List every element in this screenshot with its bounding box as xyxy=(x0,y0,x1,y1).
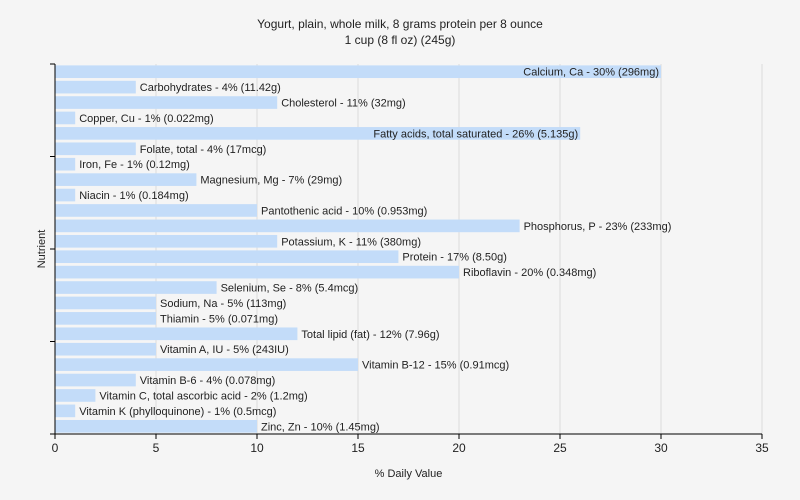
bar xyxy=(55,65,661,79)
x-tick-label: 0 xyxy=(52,441,59,455)
x-tick-label: 5 xyxy=(153,441,160,455)
chart-subtitle: 1 cup (8 fl oz) (245g) xyxy=(344,33,456,47)
bar-label: Vitamin C, total ascorbic acid - 2% (1.2… xyxy=(99,390,307,402)
bar-label: Total lipid (fat) - 12% (7.96g) xyxy=(301,329,439,341)
bar-label: Zinc, Zn - 10% (1.45mg) xyxy=(261,421,380,433)
bar-label: Vitamin B-12 - 15% (0.91mcg) xyxy=(362,360,509,372)
bar-label: Fatty acids, total saturated - 26% (5.13… xyxy=(373,128,578,140)
bar-label: Phosphorus, P - 23% (233mg) xyxy=(524,221,672,233)
x-tick-label: 15 xyxy=(351,441,365,455)
bar-label: Riboflavin - 20% (0.348mg) xyxy=(463,267,596,279)
x-tick-label: 25 xyxy=(553,441,567,455)
bar xyxy=(55,173,197,186)
x-tick-label: 20 xyxy=(452,441,466,455)
bar xyxy=(55,204,257,217)
bar xyxy=(55,265,459,279)
bar-label: Iron, Fe - 1% (0.12mg) xyxy=(79,159,190,171)
bar-label: Calcium, Ca - 30% (296mg) xyxy=(523,67,659,79)
bar-label: Thiamin - 5% (0.071mg) xyxy=(160,313,278,325)
bar xyxy=(55,389,96,402)
bar-label: Potassium, K - 11% (380mg) xyxy=(281,236,421,248)
bar-label: Vitamin B-6 - 4% (0.078mg) xyxy=(140,375,276,387)
bar xyxy=(55,188,76,202)
bar xyxy=(55,157,76,171)
bar xyxy=(55,296,156,310)
bar xyxy=(55,312,156,325)
bar xyxy=(55,142,136,156)
bar xyxy=(55,281,217,294)
bar xyxy=(55,327,298,341)
bar-label: Protein - 17% (8.50g) xyxy=(402,252,507,264)
bar xyxy=(55,419,257,433)
bar-label: Vitamin A, IU - 5% (243IU) xyxy=(160,344,289,356)
bar xyxy=(55,219,520,233)
bar-label: Selenium, Se - 8% (5.4mcg) xyxy=(221,283,359,295)
bar-label: Magnesium, Mg - 7% (29mg) xyxy=(200,175,342,187)
bar xyxy=(55,111,76,125)
x-axis-title: % Daily Value xyxy=(375,468,443,480)
bar xyxy=(55,127,581,140)
bar-label: Cholesterol - 11% (32mg) xyxy=(281,98,406,110)
bar-label: Niacin - 1% (0.184mg) xyxy=(79,190,188,202)
bar xyxy=(55,80,136,94)
bar-label: Pantothenic acid - 10% (0.953mg) xyxy=(261,205,427,217)
bar-label: Sodium, Na - 5% (113mg) xyxy=(160,298,286,310)
bar xyxy=(55,250,399,264)
bar xyxy=(55,404,76,418)
bar xyxy=(55,96,278,109)
bar xyxy=(55,234,278,248)
bar-label: Carbohydrates - 4% (11.42g) xyxy=(140,82,281,94)
bar-label: Copper, Cu - 1% (0.022mg) xyxy=(79,113,214,125)
bar xyxy=(55,373,136,387)
bar-label: Folate, total - 4% (17mcg) xyxy=(140,144,267,156)
chart-title-block: Yogurt, plain, whole milk, 8 grams prote… xyxy=(0,16,800,48)
chart-title: Yogurt, plain, whole milk, 8 grams prote… xyxy=(257,17,543,31)
plot-area xyxy=(55,64,762,434)
x-tick-label: 30 xyxy=(654,441,668,455)
x-tick-label: 35 xyxy=(755,441,769,455)
x-tick-label: 10 xyxy=(250,441,264,455)
bar-label: Vitamin K (phylloquinone) - 1% (0.5mcg) xyxy=(79,406,276,418)
bar xyxy=(55,342,156,356)
bar xyxy=(55,358,358,371)
y-axis-title: Nutrient xyxy=(36,230,48,269)
